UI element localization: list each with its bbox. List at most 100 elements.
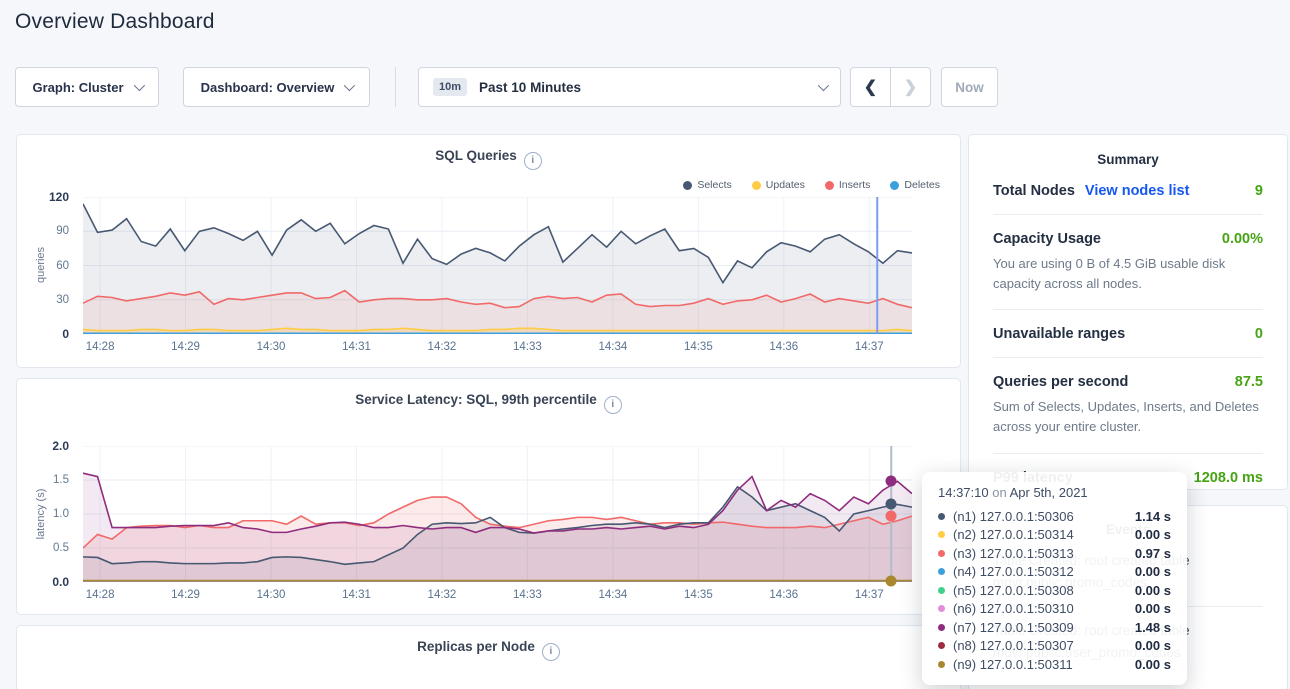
summary-value: 0.00%: [1222, 231, 1263, 247]
legend-dot-icon: [683, 181, 692, 190]
summary-label: Total Nodes: [993, 183, 1075, 199]
x-axis-tick: 14:35: [684, 341, 713, 353]
series-dot-icon: [938, 568, 945, 575]
tooltip-node-label: (n4) 127.0.0.1:50312: [953, 564, 1074, 579]
time-range-selector[interactable]: 10m Past 10 Minutes: [418, 67, 841, 107]
legend-item[interactable]: Updates: [752, 179, 805, 191]
tooltip-row: (n7) 127.0.0.1:503091.48 s: [938, 618, 1171, 637]
x-axis-tick: 14:35: [684, 589, 713, 601]
y-axis-tick: 60: [56, 260, 69, 272]
tooltip-timestamp: 14:37:10 on Apr 5th, 2021: [938, 485, 1171, 500]
tooltip-rows: (n1) 127.0.0.1:503061.14 s(n2) 127.0.0.1…: [938, 507, 1171, 674]
summary-description: Sum of Selects, Updates, Inserts, and De…: [993, 397, 1263, 437]
y-axis-tick: 30: [56, 294, 69, 306]
summary-value: 9: [1255, 183, 1263, 199]
dashboard-dropdown-label: Dashboard: Overview: [201, 80, 335, 95]
y-axis-tick: 1.5: [53, 474, 69, 486]
summary-panel: Summary Total Nodes View nodes list 9 Ca…: [968, 134, 1288, 490]
legend-label: Selects: [697, 179, 731, 191]
legend-label: Updates: [766, 179, 805, 191]
summary-row-capacity-usage: Capacity Usage 0.00% You are using 0 B o…: [993, 215, 1263, 310]
legend-label: Deletes: [904, 179, 940, 191]
hover-value-dot: [886, 476, 897, 487]
chevron-down-icon: [344, 80, 355, 91]
series-dot-icon: [938, 605, 945, 612]
prev-range-button[interactable]: ❮: [850, 67, 891, 107]
y-axis-tick: 90: [56, 225, 69, 237]
x-axis-tick: 14:30: [257, 589, 286, 601]
chart-hover-tooltip: 14:37:10 on Apr 5th, 2021 (n1) 127.0.0.1…: [922, 472, 1187, 685]
x-axis-tick: 14:36: [769, 589, 798, 601]
tooltip-node-value: 0.00 s: [1135, 564, 1171, 579]
tooltip-node-label: (n3) 127.0.0.1:50313: [953, 546, 1074, 561]
x-axis-tick: 14:33: [513, 589, 542, 601]
legend-item[interactable]: Inserts: [825, 179, 871, 191]
graph-dropdown[interactable]: Graph: Cluster: [15, 67, 159, 107]
dashboard-dropdown[interactable]: Dashboard: Overview: [183, 67, 370, 107]
tooltip-row: (n6) 127.0.0.1:503100.00 s: [938, 600, 1171, 619]
tooltip-node-label: (n7) 127.0.0.1:50309: [953, 620, 1074, 635]
x-axis-tick: 14:29: [171, 341, 200, 353]
chart-plot-svg: [83, 197, 912, 334]
service-latency-chart-card: Service Latency: SQL, 99th percentilei l…: [16, 378, 961, 615]
tooltip-node-label: (n8) 127.0.0.1:50307: [953, 638, 1074, 653]
now-button[interactable]: Now: [941, 67, 998, 107]
x-axis-tick: 14:28: [86, 589, 115, 601]
tooltip-node-value: 0.00 s: [1135, 638, 1171, 653]
tooltip-row: (n5) 127.0.0.1:503080.00 s: [938, 581, 1171, 600]
series-dot-icon: [938, 531, 945, 538]
legend-dot-icon: [890, 181, 899, 190]
info-icon[interactable]: i: [542, 643, 560, 661]
legend-item[interactable]: Deletes: [890, 179, 940, 191]
tooltip-node-label: (n6) 127.0.0.1:50310: [953, 601, 1074, 616]
x-axis-tick: 14:32: [428, 341, 457, 353]
chart-legend: Selects Updates Inserts Deletes: [683, 179, 940, 191]
info-icon[interactable]: i: [524, 152, 542, 170]
chart-title: Service Latency: SQL, 99th percentilei: [17, 379, 960, 414]
series-dot-icon: [938, 661, 945, 668]
service-latency-plot[interactable]: 14:2814:2914:3014:3114:3214:3314:3414:35…: [83, 446, 912, 582]
x-axis-tick: 14:31: [342, 589, 371, 601]
x-axis-tick: 14:37: [855, 589, 884, 601]
tooltip-row: (n9) 127.0.0.1:50311 0.00 s: [938, 655, 1171, 674]
x-axis-tick: 14:30: [257, 341, 286, 353]
summary-label: Queries per second: [993, 374, 1128, 390]
legend-dot-icon: [825, 181, 834, 190]
x-axis-tick: 14:37: [855, 341, 884, 353]
y-axis-tick: 120: [49, 190, 69, 204]
hover-crosshair-line: [876, 197, 878, 334]
view-nodes-list-link[interactable]: View nodes list: [1085, 183, 1190, 199]
x-axis-tick: 14:32: [428, 589, 457, 601]
summary-label: Capacity Usage: [993, 231, 1101, 247]
tooltip-node-label: (n1) 127.0.0.1:50306: [953, 509, 1074, 524]
time-range-badge: 10m: [433, 78, 467, 96]
chart-title: SQL Queriesi: [17, 135, 960, 170]
series-dot-icon: [938, 624, 945, 631]
summary-row-total-nodes: Total Nodes View nodes list 9: [993, 167, 1263, 215]
legend-item[interactable]: Selects: [683, 179, 731, 191]
summary-row-queries-per-second: Queries per second 87.5 Sum of Selects, …: [993, 358, 1263, 453]
tooltip-time: 14:37:10: [938, 485, 989, 500]
series-dot-icon: [938, 513, 945, 520]
tooltip-node-value: 0.00 s: [1135, 527, 1171, 542]
x-axis-tick: 14:28: [86, 341, 115, 353]
tooltip-node-label: (n2) 127.0.0.1:50314: [953, 527, 1074, 542]
x-axis-tick: 14:34: [598, 341, 627, 353]
chart-title: Replicas per Nodei: [17, 626, 960, 661]
hover-value-dot: [886, 575, 897, 586]
summary-value: 87.5: [1235, 374, 1263, 390]
summary-row-unavailable-ranges: Unavailable ranges 0: [993, 310, 1263, 358]
summary-value: 0: [1255, 326, 1263, 342]
info-icon[interactable]: i: [604, 396, 622, 414]
chevron-down-icon: [818, 80, 829, 91]
tooltip-node-label: (n9) 127.0.0.1:50311: [953, 657, 1073, 672]
sql-queries-plot[interactable]: 14:2814:2914:3014:3114:3214:3314:3414:35…: [83, 197, 912, 334]
tooltip-row: (n4) 127.0.0.1:50312 0.00 s: [938, 563, 1171, 582]
page-title: Overview Dashboard: [15, 10, 215, 34]
tooltip-node-value: 0.00 s: [1135, 657, 1171, 672]
next-range-button[interactable]: ❯: [890, 67, 931, 107]
y-axis-tick: 2.0: [52, 439, 69, 453]
y-axis-tick: 0: [62, 327, 69, 341]
tooltip-node-value: 0.00 s: [1135, 583, 1171, 598]
series-dot-icon: [938, 587, 945, 594]
